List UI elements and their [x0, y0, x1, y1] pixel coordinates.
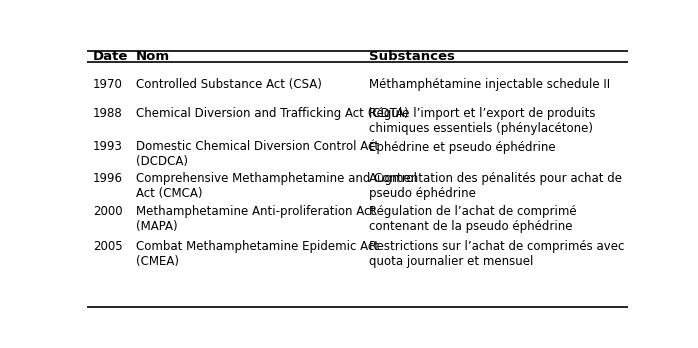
- Text: 2005: 2005: [93, 240, 122, 253]
- Text: 1993: 1993: [93, 140, 123, 152]
- Text: Augmentation des pénalités pour achat de
pseudo éphédrine: Augmentation des pénalités pour achat de…: [369, 172, 621, 200]
- Text: 1988: 1988: [93, 108, 122, 120]
- Text: Régulation de l’achat de comprimé
contenant de la pseudo éphédrine: Régulation de l’achat de comprimé conten…: [369, 205, 576, 233]
- Text: 1996: 1996: [93, 172, 123, 185]
- Text: Combat Methamphetamine Epidemic Act
(CMEA): Combat Methamphetamine Epidemic Act (CME…: [136, 240, 379, 268]
- Text: Date: Date: [93, 50, 128, 63]
- Text: Chemical Diversion and Trafficking Act (CDTA): Chemical Diversion and Trafficking Act (…: [136, 108, 408, 120]
- Text: Nom: Nom: [136, 50, 170, 63]
- Text: Éphédrine et pseudo éphédrine: Éphédrine et pseudo éphédrine: [369, 140, 555, 154]
- Text: Comprehensive Methamphetamine and Control
Act (CMCA): Comprehensive Methamphetamine and Contro…: [136, 172, 417, 200]
- Text: Domestic Chemical Diversion Control Act
(DCDCA): Domestic Chemical Diversion Control Act …: [136, 140, 379, 168]
- Text: Substances: Substances: [369, 50, 454, 63]
- Text: Régule l’import et l’export de produits
chimiques essentiels (phénylacétone): Régule l’import et l’export de produits …: [369, 108, 595, 135]
- Text: Méthamphétamine injectable schedule II: Méthamphétamine injectable schedule II: [369, 78, 609, 91]
- Text: 1970: 1970: [93, 78, 123, 91]
- Text: Methamphetamine Anti-proliferation Act
(MAPA): Methamphetamine Anti-proliferation Act (…: [136, 205, 375, 233]
- Text: 2000: 2000: [93, 205, 122, 218]
- Text: Restrictions sur l’achat de comprimés avec
quota journalier et mensuel: Restrictions sur l’achat de comprimés av…: [369, 240, 624, 268]
- Text: Controlled Substance Act (CSA): Controlled Substance Act (CSA): [136, 78, 322, 91]
